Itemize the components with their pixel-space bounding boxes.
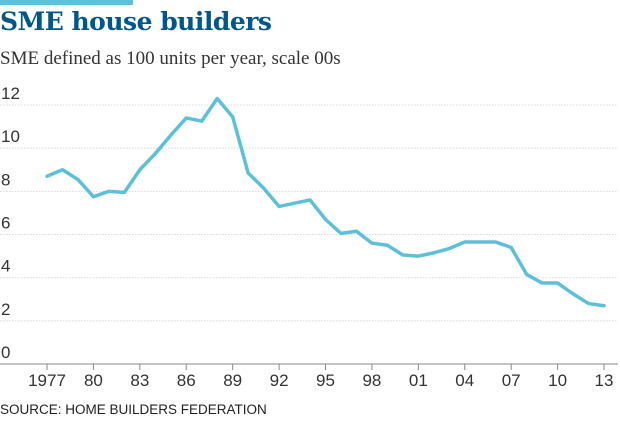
x-tick-label: 13 (595, 371, 614, 390)
top-accent-rule (0, 0, 133, 5)
x-tick-label: 83 (130, 371, 149, 390)
x-tick-label: 07 (502, 371, 521, 390)
y-tick-label: 8 (1, 170, 10, 189)
x-tick-label: 04 (455, 371, 474, 390)
x-tick-label: 80 (84, 371, 103, 390)
x-tick-label: 95 (316, 371, 335, 390)
line-chart: 0 2 4 6 8 10 12 1977 80 83 86 89 92 95 98 01 04 07 10 13 (0, 84, 618, 390)
y-tick-label: 12 (1, 84, 20, 103)
series-line (45, 96, 606, 308)
series-layer (45, 96, 606, 308)
x-tick-label: 01 (409, 371, 428, 390)
y-tick-label: 2 (1, 300, 10, 319)
y-tick-label: 10 (1, 127, 20, 146)
grid-layer (0, 104, 618, 365)
x-tick-label: 89 (223, 371, 242, 390)
x-tick-label: 86 (177, 371, 196, 390)
x-tick-label: 92 (270, 371, 289, 390)
x-tick-label: 1977 (28, 371, 66, 390)
x-tick-labels: 1977 80 83 86 89 92 95 98 01 04 07 10 13 (28, 364, 613, 390)
x-tick-label: 10 (548, 371, 567, 390)
source-note: SOURCE: HOME BUILDERS FEDERATION (0, 402, 267, 417)
x-tick-label: 98 (362, 371, 381, 390)
y-tick-label: 6 (1, 214, 10, 233)
chart-title: SME house builders (0, 7, 272, 36)
y-tick-labels: 0 2 4 6 8 10 12 (1, 84, 20, 362)
y-tick-label: 4 (1, 257, 10, 276)
y-tick-label: 0 (1, 343, 10, 362)
chart-subtitle: SME defined as 100 units per year, scale… (0, 48, 341, 69)
